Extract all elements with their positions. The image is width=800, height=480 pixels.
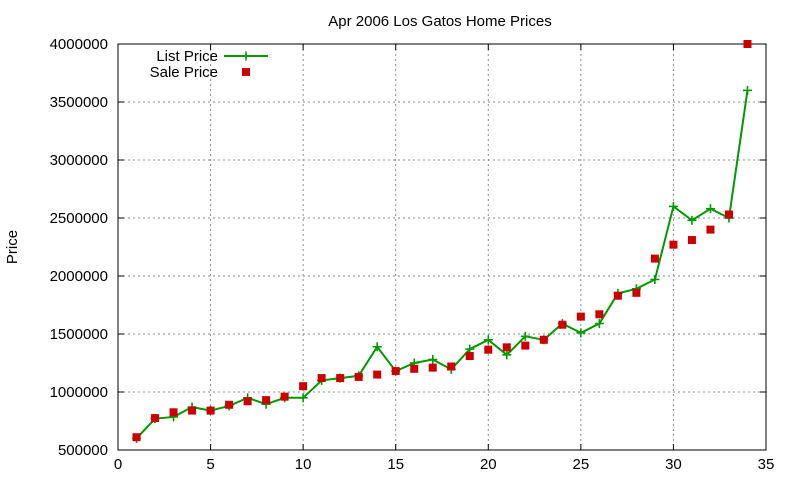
list-price-point (576, 328, 586, 338)
y-tick-label: 3500000 (50, 94, 108, 111)
list-price-point (668, 201, 678, 211)
sale-price-point (465, 352, 474, 361)
plot-frame (117, 43, 767, 451)
sale-price-point (632, 288, 641, 297)
sale-price-point (521, 341, 530, 350)
list-price-point (705, 204, 715, 214)
y-axis-label: Price (4, 230, 21, 264)
x-tick-label: 5 (206, 456, 214, 473)
sale-price-point (669, 240, 678, 249)
list-price-point (687, 215, 697, 225)
sale-price-point (151, 414, 160, 423)
y-tick-label: 2000000 (50, 268, 108, 285)
sale-price-point (391, 367, 400, 376)
sale-price-point (243, 397, 252, 406)
sale-price-point (206, 406, 215, 415)
list-price-point (372, 342, 382, 352)
list-price-point (650, 274, 660, 284)
sale-price-point (132, 433, 141, 442)
sale-price-point (317, 374, 326, 383)
sale-price-point (169, 408, 178, 417)
sale-price-point (706, 225, 715, 234)
x-tick-label: 30 (665, 456, 682, 473)
axes: 0 5 10 15 20 25 30 35 500000 1000000 1500000 200000… (50, 36, 775, 473)
sale-price-point (613, 291, 622, 300)
list-price-point (502, 350, 512, 360)
x-tick-label: 10 (295, 456, 312, 473)
list-price-line (135, 90, 749, 440)
y-tick-label: 500000 (58, 442, 108, 459)
y-tick-label: 2500000 (50, 210, 108, 227)
list-price-point (742, 85, 752, 95)
y-tick-label: 4000000 (50, 36, 108, 53)
y-tick-label: 1000000 (50, 384, 108, 401)
sale-price-point (354, 372, 363, 381)
sale-price-point (336, 374, 345, 383)
x-tick-label: 20 (480, 456, 497, 473)
sale-price-point (484, 345, 493, 354)
sale-price-point (724, 210, 733, 219)
sale-price-point (502, 343, 511, 352)
legend: List Price Sale Price (150, 48, 268, 81)
legend-label-list-price: List Price (156, 48, 218, 65)
chart-title: Apr 2006 Los Gatos Home Prices (328, 13, 551, 30)
legend-label-sale-price: Sale Price (150, 64, 218, 81)
y-tick-label: 1500000 (50, 326, 108, 343)
sale-price-point (447, 362, 456, 371)
legend-square-sale-price (242, 68, 250, 76)
sale-price-point (373, 370, 382, 379)
list-price-point (428, 355, 438, 365)
grid-lines (118, 44, 766, 450)
sale-price-point (410, 364, 419, 373)
x-tick-label: 35 (758, 456, 775, 473)
sale-price-point (280, 392, 289, 401)
y-tick-label: 3000000 (50, 152, 108, 169)
list-price-point (483, 335, 493, 345)
sale-price-point (188, 406, 197, 415)
x-tick-label: 25 (573, 456, 590, 473)
sale-price-point (262, 396, 271, 405)
sale-price-point (428, 363, 437, 372)
sale-price-point (743, 40, 752, 48)
sale-price-point (595, 310, 604, 319)
sale-price-point (558, 320, 567, 329)
sale-price-point (687, 236, 696, 245)
sale-price-point (539, 335, 548, 344)
sale-price-point (299, 382, 308, 391)
list-price-point (594, 319, 604, 329)
sale-price-point (576, 312, 585, 321)
plot-area (132, 40, 752, 443)
x-tick-label: 0 (114, 456, 122, 473)
sale-price-point (650, 254, 659, 263)
list-price-point (298, 393, 308, 403)
x-tick-label: 15 (387, 456, 404, 473)
list-price-point (520, 331, 530, 341)
sale-price-point (225, 400, 234, 409)
